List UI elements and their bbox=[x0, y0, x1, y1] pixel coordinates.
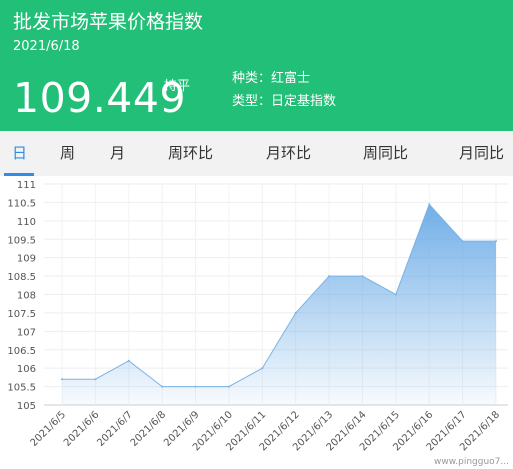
variety-label: 种类：红富士 bbox=[232, 71, 311, 86]
tab-month-year-over-year[interactable]: 月同比 bbox=[459, 144, 505, 162]
y-tick-label: 107 bbox=[17, 327, 36, 338]
data-point bbox=[361, 275, 364, 278]
y-tick-label: 105.5 bbox=[7, 383, 36, 394]
tab-week-year-over-year[interactable]: 周同比 bbox=[363, 144, 409, 162]
tab-day[interactable]: 日 bbox=[12, 144, 28, 162]
data-point bbox=[94, 378, 97, 381]
data-point bbox=[127, 359, 130, 362]
y-tick-label: 110 bbox=[17, 217, 36, 228]
data-point bbox=[294, 311, 297, 314]
data-point bbox=[261, 367, 264, 370]
active-tab-indicator bbox=[4, 173, 34, 176]
header: 批发市场苹果价格指数 2021/6/18 109.449 持平 种类：红富士 类… bbox=[0, 0, 513, 131]
data-point bbox=[161, 385, 164, 388]
data-point bbox=[328, 275, 331, 278]
y-tick-label: 107.5 bbox=[7, 309, 36, 320]
y-tick-label: 109.5 bbox=[7, 235, 36, 246]
y-tick-label: 111 bbox=[17, 180, 36, 191]
y-tick-label: 106.5 bbox=[7, 346, 36, 357]
tab-week[interactable]: 周 bbox=[60, 144, 76, 162]
series-line bbox=[62, 203, 496, 388]
type-label: 类型：日定基指数 bbox=[232, 94, 337, 109]
series-area bbox=[62, 204, 496, 405]
index-value: 109.449 bbox=[13, 74, 187, 122]
tab-month[interactable]: 月 bbox=[110, 144, 126, 162]
y-tick-label: 108 bbox=[17, 291, 36, 302]
data-point bbox=[394, 293, 397, 296]
date-label: 2021/6/18 bbox=[13, 39, 80, 54]
x-tick-label: 2021/6/5 bbox=[29, 409, 69, 449]
x-tick-label: 2021/6/7 bbox=[95, 409, 135, 449]
data-point bbox=[227, 385, 230, 388]
watermark: www.pingguo7... bbox=[434, 457, 509, 467]
change-label: 持平 bbox=[164, 79, 191, 94]
x-tick-label: 2021/6/6 bbox=[62, 409, 102, 449]
data-point bbox=[194, 385, 197, 388]
x-tick-label: 2021/6/8 bbox=[129, 409, 169, 449]
page-title: 批发市场苹果价格指数 bbox=[13, 11, 204, 33]
period-tabs: 日 周 月 周环比 月环比 周同比 月同比 bbox=[0, 131, 513, 176]
y-tick-label: 106 bbox=[17, 364, 36, 375]
y-tick-label: 110.5 bbox=[7, 198, 36, 209]
y-tick-label: 108.5 bbox=[7, 272, 36, 283]
y-tick-label: 105 bbox=[17, 401, 36, 412]
tab-week-over-week[interactable]: 周环比 bbox=[168, 144, 214, 162]
data-point bbox=[495, 240, 497, 243]
tab-month-over-month[interactable]: 月环比 bbox=[266, 144, 312, 162]
data-point bbox=[428, 203, 431, 206]
y-tick-label: 109 bbox=[17, 254, 36, 265]
data-point bbox=[61, 378, 63, 381]
price-index-chart: 105 105.5 106 106.5 107 107.5 108 108.5 109 109.5… bbox=[7, 180, 508, 453]
data-point bbox=[461, 240, 464, 243]
